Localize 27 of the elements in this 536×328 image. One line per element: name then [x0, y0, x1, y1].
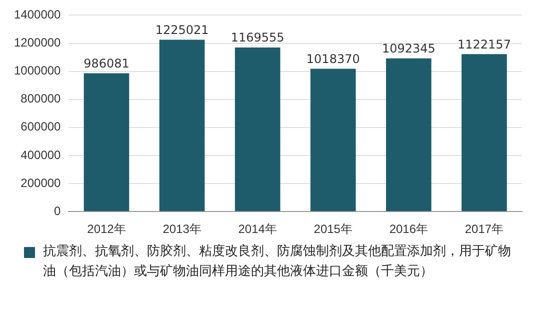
y-tick-label: 1200000: [14, 36, 62, 50]
y-tick-label: 200000: [20, 176, 62, 190]
y-tick-label: 1000000: [14, 64, 62, 78]
data-label: 1018370: [306, 52, 360, 66]
legend-label: 抗震剂、抗氧剂、防胶剂、粘度改良剂、防腐蚀制剂及其他配置添加剂，用于矿物油（包括汽油）或与矿物油同样用途的其他液体进口金额（千美元）: [43, 243, 512, 281]
x-tick-label: 2016年: [389, 222, 428, 236]
bar: [84, 73, 130, 212]
bar: [462, 54, 507, 212]
x-tick-label: 2017年: [464, 222, 504, 236]
y-tick-label: 1400000: [14, 8, 62, 22]
data-label: 1169555: [230, 30, 284, 45]
y-tick-label: 600000: [20, 120, 62, 134]
bar: [159, 40, 205, 212]
x-tick-label: 2014年: [238, 222, 277, 236]
data-label: 986081: [84, 56, 130, 70]
x-tick-label: 2012年: [87, 222, 126, 236]
data-label: 1122157: [458, 37, 511, 52]
x-tick-label: 2013年: [162, 222, 202, 236]
bar: [234, 48, 280, 212]
bar: [310, 68, 356, 212]
y-tick-label: 800000: [20, 92, 62, 106]
y-tick-label: 0: [54, 204, 62, 218]
data-label: 1092345: [382, 41, 436, 56]
x-tick-label: 2015年: [314, 222, 352, 236]
data-label: 1225021: [155, 22, 209, 37]
bar: [386, 58, 432, 212]
y-tick-label: 400000: [20, 148, 62, 162]
